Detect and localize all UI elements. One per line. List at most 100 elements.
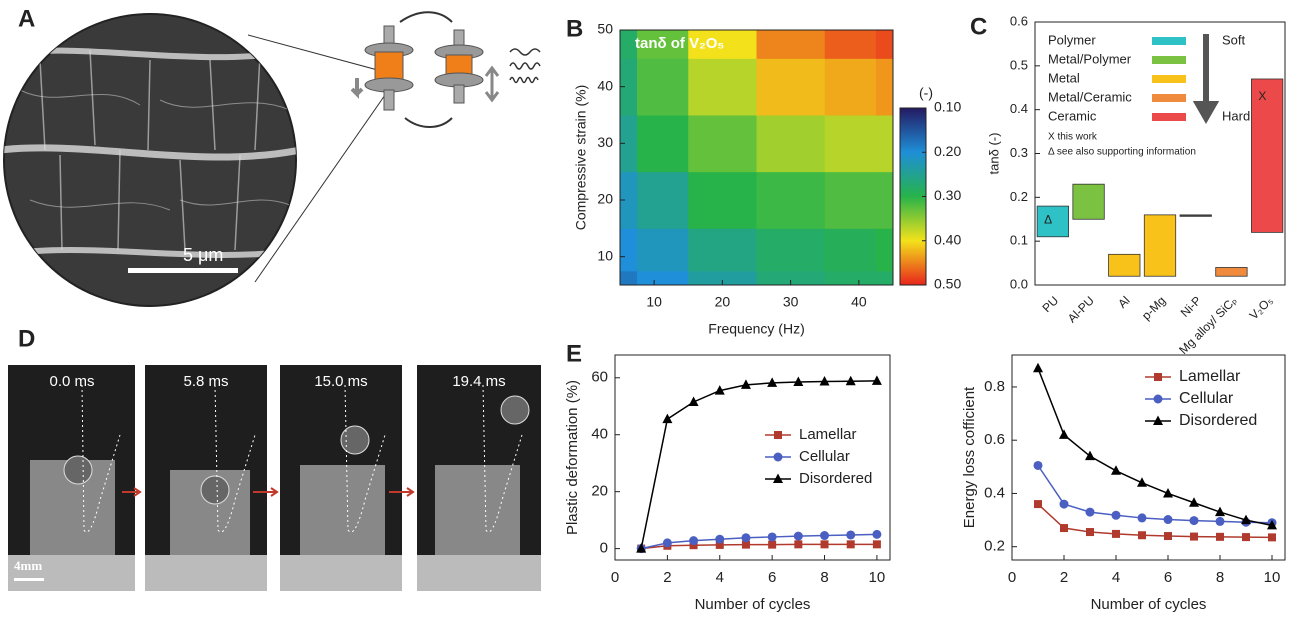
- panel-label: A: [18, 5, 35, 32]
- data-point: [714, 385, 725, 395]
- y-tick-label: 60: [591, 369, 608, 386]
- data-point: [846, 530, 856, 540]
- heat-cell: [875, 270, 894, 286]
- legend-marker: [1153, 394, 1163, 404]
- time-label: 15.0 ms: [314, 373, 367, 390]
- soft-hard-arrow: [1192, 34, 1220, 125]
- data-point: [689, 536, 699, 546]
- data-point: [793, 376, 804, 387]
- colorbar: [899, 107, 927, 286]
- data-point: [820, 540, 829, 549]
- y-tick-label: 0.0: [1010, 276, 1028, 291]
- x-tick-label: 0: [611, 569, 619, 586]
- x-tick-label: 4: [716, 569, 724, 586]
- heat-cell: [637, 58, 689, 116]
- x-tick-label: 2: [663, 569, 671, 586]
- heat-cell: [688, 115, 757, 173]
- data-point: [662, 413, 673, 424]
- series-line: [641, 533, 877, 550]
- x-tick-label: Al-PU: [1065, 293, 1097, 325]
- panel-label: B: [566, 15, 583, 42]
- device-schematic: [350, 11, 541, 128]
- legend-label: Disordered: [799, 470, 872, 487]
- legend-label: Ceramic: [1048, 108, 1097, 123]
- data-point: [846, 540, 855, 549]
- sequence-arrow: [122, 487, 415, 497]
- bar-marker: X: [1258, 89, 1266, 103]
- x-tick-label: 6: [768, 569, 776, 586]
- arrow-label: Hard: [1222, 108, 1250, 123]
- zoom-line: [254, 94, 386, 283]
- legend-marker: [1154, 373, 1162, 381]
- data-point: [1163, 487, 1173, 498]
- heat-cell: [824, 115, 877, 173]
- micrograph: [3, 13, 297, 307]
- x-tick-label: 2: [1060, 569, 1068, 586]
- panel-a: [3, 11, 541, 307]
- photo: [280, 365, 402, 591]
- data-point: [793, 531, 803, 541]
- legend-marker: [1153, 415, 1163, 425]
- data-point: [715, 534, 725, 544]
- y-tick-label: 0.8: [984, 378, 1005, 395]
- colorbar-tick-label: 0.30: [934, 187, 961, 203]
- legend-label: Lamellar: [1179, 368, 1241, 385]
- heat-cell: [620, 171, 638, 229]
- scale-bar-label: 5 μm: [183, 245, 223, 265]
- data-point: [820, 531, 830, 541]
- x-tick-label: p-Mg: [1139, 293, 1168, 322]
- photo: [417, 365, 541, 591]
- legend-label: Metal/Ceramic: [1048, 89, 1132, 104]
- scale-bar-label: 4mm: [14, 558, 42, 573]
- data-point: [1267, 519, 1277, 530]
- panel-label: C: [970, 13, 987, 40]
- range-bar: [1251, 78, 1284, 233]
- y-axis-label: Energy loss cofficient: [961, 386, 978, 528]
- series-line: [640, 380, 877, 549]
- y-tick-label: 0: [600, 540, 608, 557]
- y-tick-label: 20: [591, 483, 608, 500]
- data-point: [1164, 532, 1172, 541]
- data-point: [662, 538, 672, 548]
- colorbar-tick-label: 0.50: [934, 276, 961, 292]
- y-tick-label: 0.2: [984, 538, 1005, 555]
- note: Δ see also supporting information: [1048, 147, 1196, 158]
- x-tick-label: Ni-P: [1178, 293, 1204, 319]
- legend-label: Lamellar: [799, 426, 857, 443]
- data-point: [1242, 533, 1250, 542]
- x-tick-label: 8: [1216, 569, 1224, 586]
- range-bar: [1072, 183, 1105, 220]
- data-point: [1189, 497, 1199, 507]
- y-axis-label: tanδ (-): [986, 133, 1001, 175]
- heat-cell: [637, 171, 689, 229]
- heat-cell: [688, 228, 757, 272]
- data-point: [819, 375, 830, 386]
- data-point: [715, 540, 724, 549]
- y-tick-label: 0.5: [1010, 57, 1028, 72]
- heat-cell: [688, 171, 757, 229]
- heat-cell: [637, 228, 689, 272]
- x-tick-label: 8: [820, 569, 828, 586]
- data-point: [741, 533, 751, 543]
- data-point: [872, 540, 881, 549]
- data-point: [1241, 514, 1251, 525]
- data-point: [871, 375, 882, 385]
- heat-cell: [756, 228, 826, 272]
- range-bar: [1179, 214, 1212, 217]
- legend-marker: [773, 473, 783, 483]
- heat-cell: [637, 30, 689, 59]
- heat-cell: [620, 115, 638, 173]
- heat-cell: [620, 58, 638, 116]
- series-line: [1037, 368, 1273, 527]
- x-tick-label: V₂O₅: [1247, 293, 1276, 322]
- y-tick-label: 20: [597, 191, 613, 207]
- time-label: 5.8 ms: [183, 373, 228, 390]
- heat-cell: [688, 58, 757, 116]
- data-point: [1137, 477, 1147, 487]
- heat-cell: [756, 171, 826, 229]
- x-tick-label: 40: [851, 294, 867, 310]
- series-line: [1037, 503, 1273, 539]
- legend-label: Cellular: [799, 448, 850, 465]
- legend-swatch: [1152, 75, 1186, 83]
